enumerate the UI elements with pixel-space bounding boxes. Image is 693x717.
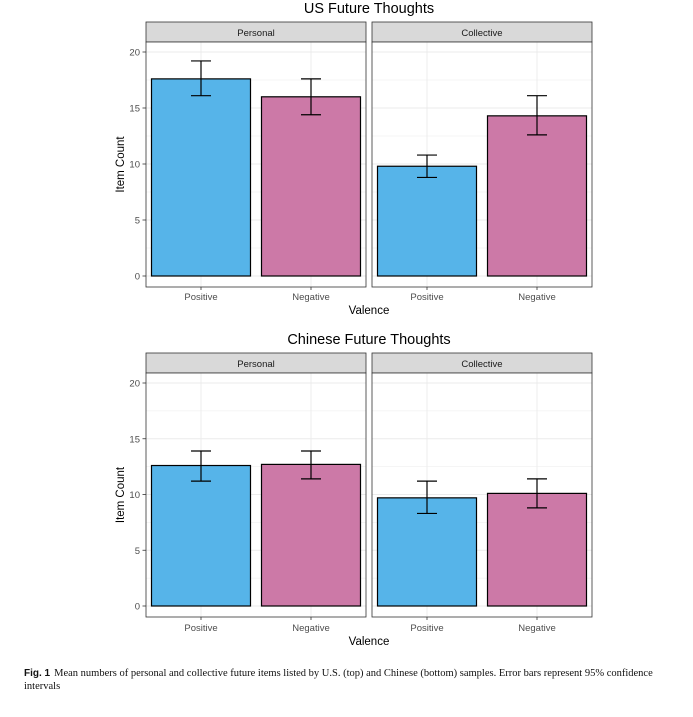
chart-title: US Future Thoughts (304, 1, 434, 17)
chart-title: Chinese Future Thoughts (287, 332, 450, 348)
y-tick-label: 10 (129, 490, 140, 501)
figure-label: Fig. 1 (24, 668, 51, 679)
x-tick-label: Positive (410, 292, 443, 303)
y-axis-label: Item Count (115, 136, 127, 193)
y-tick-label: 15 (129, 104, 140, 115)
bar-negative (260, 96, 362, 277)
facet-strip-label: Collective (461, 359, 502, 370)
figure-caption-text: Mean numbers of personal and collective … (24, 668, 653, 692)
y-tick-label: 15 (129, 434, 140, 445)
bar-negative (486, 115, 588, 277)
y-tick-label: 10 (129, 160, 140, 171)
x-axis-label: Valence (349, 636, 390, 648)
facet-strip-label: Collective (461, 28, 502, 39)
panel-border (371, 41, 593, 288)
x-axis-label: Valence (349, 305, 390, 317)
x-tick-label: Negative (292, 292, 330, 303)
y-tick-label: 20 (129, 48, 140, 59)
figure-caption: Fig. 1 Mean numbers of personal and colle… (24, 667, 674, 693)
x-tick-label: Negative (518, 623, 556, 634)
x-tick-label: Negative (292, 623, 330, 634)
bar-positive (150, 78, 252, 277)
bar-negative (260, 463, 362, 607)
bar-positive (376, 165, 478, 277)
y-tick-label: 20 (129, 379, 140, 390)
facet-strip-label: Personal (237, 359, 275, 370)
x-tick-label: Negative (518, 292, 556, 303)
x-tick-label: Positive (184, 623, 217, 634)
x-tick-label: Positive (184, 292, 217, 303)
panel-border (371, 372, 593, 618)
y-tick-label: 5 (135, 546, 140, 557)
y-tick-label: 0 (135, 272, 140, 283)
y-tick-label: 0 (135, 602, 140, 613)
panel-border (145, 372, 367, 618)
panel-border (145, 41, 367, 288)
y-axis-label: Item Count (115, 466, 127, 523)
bar-positive (376, 497, 478, 607)
figure-charts: US Future Thoughts Item Count 0 5 10 15 20 Vale… (115, 1, 593, 648)
y-tick-label: 5 (135, 216, 140, 227)
bar-positive (150, 464, 252, 607)
x-tick-label: Positive (410, 623, 443, 634)
facet-strip-label: Personal (237, 28, 275, 39)
bar-negative (486, 492, 588, 607)
